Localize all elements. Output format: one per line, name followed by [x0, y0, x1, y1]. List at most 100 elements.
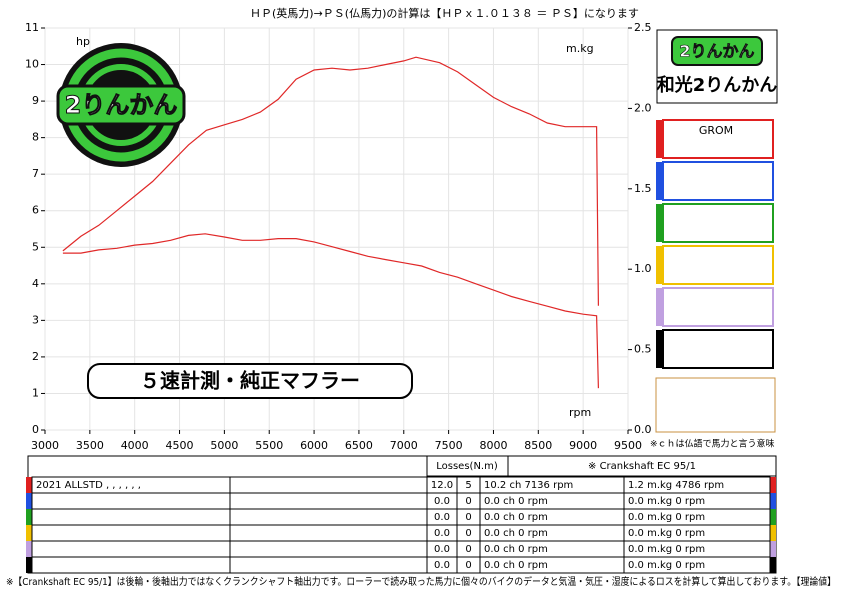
table-header: ※ Crankshaft EC 95/1 — [588, 461, 696, 472]
table-cell — [229, 508, 428, 526]
table-cell — [31, 524, 231, 542]
x-tick-label: 4500 — [166, 439, 194, 452]
legend-box — [662, 161, 774, 201]
legend-swatch — [656, 288, 663, 326]
chart-title: ＨＰ(英馬力)→ＰＳ(仏馬力)の計算は【ＨＰｘ１.０１３８ ＝ ＰＳ】になります — [250, 6, 639, 20]
table-value: 0.0 ch 0 rpm — [484, 560, 548, 571]
table-value: 5 — [465, 480, 471, 491]
legend-box — [662, 203, 774, 243]
table-value: 0.0 m.kg 0 rpm — [628, 496, 705, 507]
y-tick-label: 10 — [25, 58, 39, 71]
row-swatch — [770, 541, 776, 557]
legend-swatch — [656, 120, 663, 158]
legend-swatch — [656, 204, 663, 242]
table-value: 0.0 — [434, 528, 450, 539]
table-cell — [623, 556, 771, 574]
table-value: 1.2 m.kg 4786 rpm — [628, 480, 724, 491]
table-value: 0.0 — [434, 496, 450, 507]
row-swatch — [770, 509, 776, 525]
logo: 2りんかん — [56, 43, 186, 167]
table-value: 0.0 ch 0 rpm — [484, 496, 548, 507]
shop-logo-text: 2りんかん — [679, 42, 754, 61]
series-line — [62, 56, 599, 306]
shop-logo — [671, 36, 763, 66]
y-tick-label: 4 — [32, 277, 39, 290]
legend-swatch — [656, 330, 663, 368]
table-cell — [31, 508, 231, 526]
table-value: 0.0 m.kg 0 rpm — [628, 560, 705, 571]
note-ch: ※ｃｈは仏語で馬力と言う意味 — [650, 438, 775, 450]
shop-name: 和光2りんかん — [657, 74, 778, 96]
x-tick-label: 3500 — [76, 439, 104, 452]
condition-box — [87, 363, 413, 399]
table-value: 0.0 — [434, 512, 450, 523]
y2-tick-label: 1.0 — [634, 262, 652, 275]
row-swatch — [770, 557, 776, 573]
row-swatch — [770, 525, 776, 541]
y-tick-label: 0 — [32, 423, 39, 436]
condition-label: ５速計測・純正マフラー — [140, 369, 360, 393]
row-name: 2021 ALLSTD , , , , , , — [36, 480, 141, 491]
row-swatch — [770, 477, 776, 493]
table-cell — [229, 476, 428, 494]
series-line — [62, 233, 599, 389]
y-tick-label: 6 — [32, 204, 39, 217]
x-tick-label: 6000 — [300, 439, 328, 452]
table-cell — [31, 492, 231, 510]
table-value: 0 — [465, 528, 471, 539]
row-swatch — [26, 525, 32, 541]
table-value: 12.0 — [431, 480, 453, 491]
y-tick-label: 8 — [32, 131, 39, 144]
y2-tick-label: 1.5 — [634, 182, 652, 195]
table-cell — [229, 524, 428, 542]
table-value: 0.0 m.kg 0 rpm — [628, 512, 705, 523]
x-tick-label: 6500 — [345, 439, 373, 452]
y-tick-label: 11 — [25, 21, 39, 34]
table-value: 10.2 ch 7136 rpm — [484, 480, 573, 491]
table-value: 0.0 ch 0 rpm — [484, 528, 548, 539]
y2-tick-label: 2.0 — [634, 101, 652, 114]
x-tick-label: 5500 — [255, 439, 283, 452]
row-swatch — [770, 493, 776, 509]
row-swatch — [26, 509, 32, 525]
table-cell — [229, 556, 428, 574]
x-tick-label: 3000 — [31, 439, 59, 452]
y2-tick-label: 0.5 — [634, 343, 652, 356]
legend-swatch — [656, 246, 663, 284]
row-swatch — [26, 493, 32, 509]
y2-axis-label: m.kg — [566, 42, 594, 55]
table-value: 0.0 m.kg 0 rpm — [628, 528, 705, 539]
table-value: 0 — [465, 560, 471, 571]
y-tick-label: 2 — [32, 350, 39, 363]
table-header: Losses(N.m) — [436, 461, 498, 472]
blank-box — [655, 377, 776, 433]
logo-text: 2りんかん — [65, 91, 178, 119]
table-value: 0.0 — [434, 544, 450, 555]
table-value: 0.0 ch 0 rpm — [484, 512, 548, 523]
table-cell — [31, 556, 231, 574]
row-swatch — [26, 557, 32, 573]
table-value: 0 — [465, 544, 471, 555]
y-tick-label: 9 — [32, 94, 39, 107]
table-cell — [31, 540, 231, 558]
table-value: 0.0 m.kg 0 rpm — [628, 544, 705, 555]
table-value: 0 — [465, 512, 471, 523]
x-tick-label: 5000 — [210, 439, 238, 452]
legend-label: GROM — [699, 124, 733, 137]
x-tick-label: 8000 — [479, 439, 507, 452]
legend-box — [662, 287, 774, 327]
y-tick-label: 1 — [32, 386, 39, 399]
x-tick-label: 8500 — [524, 439, 552, 452]
x-tick-label: 4000 — [121, 439, 149, 452]
legend-box — [662, 329, 774, 369]
x-tick-label: 7000 — [390, 439, 418, 452]
table-value: 0.0 ch 0 rpm — [484, 544, 548, 555]
row-swatch — [26, 477, 32, 493]
y-tick-label: 7 — [32, 167, 39, 180]
table-value: 0.0 — [434, 560, 450, 571]
y-tick-label: 3 — [32, 313, 39, 326]
y2-tick-label: 0.0 — [634, 423, 652, 436]
y-axis-label: hp — [76, 35, 90, 48]
table-value: 0 — [465, 496, 471, 507]
